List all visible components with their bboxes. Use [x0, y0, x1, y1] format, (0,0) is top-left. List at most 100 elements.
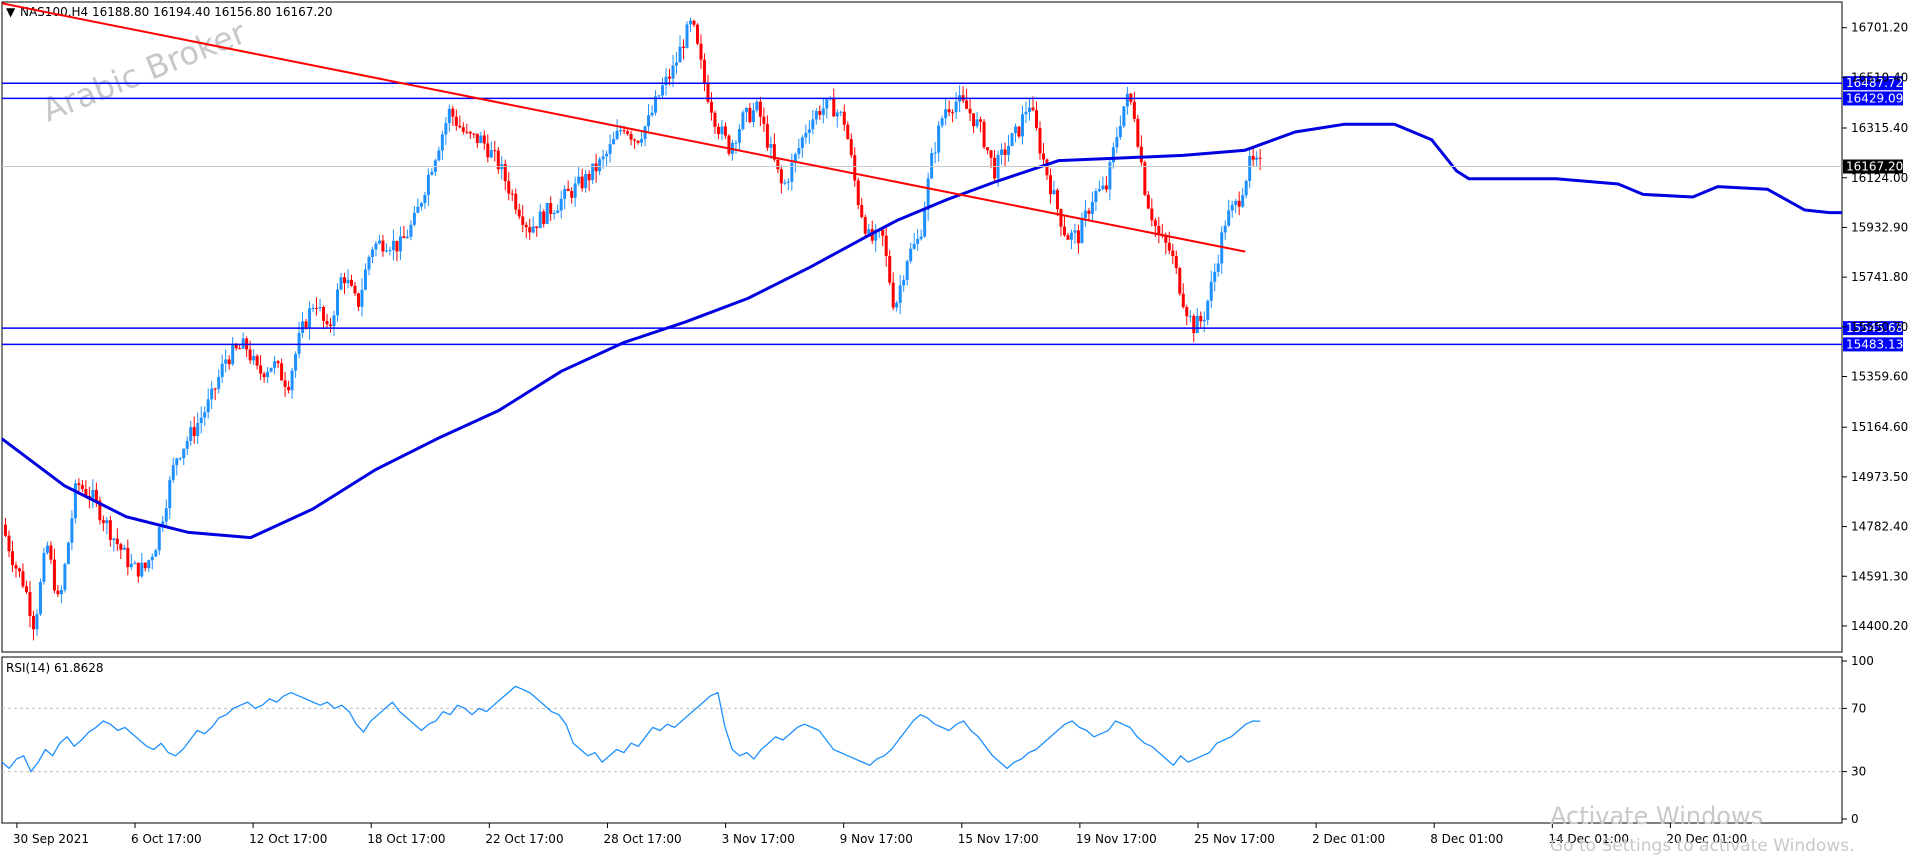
candle-body: [24, 586, 28, 593]
candle-body: [381, 240, 385, 252]
candle-body: [1101, 185, 1105, 190]
candle-body: [951, 112, 955, 114]
y-tick-label: 14400.20: [1851, 619, 1908, 633]
candle-body: [52, 559, 56, 591]
candle-body: [1258, 157, 1262, 159]
candle-body: [1251, 156, 1255, 160]
candle-body: [269, 367, 273, 372]
candle-body: [147, 560, 151, 569]
candle-body: [479, 135, 483, 143]
candle-body: [42, 552, 46, 582]
candle-body: [772, 144, 776, 160]
candle-body: [755, 101, 759, 111]
candle-body: [580, 176, 584, 189]
candle-body: [640, 139, 644, 143]
candle-body: [874, 229, 878, 241]
candle-body: [989, 150, 993, 158]
candle-body: [402, 236, 406, 239]
candle-body: [329, 324, 333, 327]
candle-body: [552, 212, 556, 214]
candle-body: [1122, 106, 1126, 127]
candle-body: [119, 544, 123, 550]
y-tick-label: 15164.60: [1851, 420, 1908, 434]
candle-body: [395, 240, 399, 252]
candle-body: [493, 150, 497, 152]
candle-body: [1118, 126, 1122, 138]
candle-body: [605, 153, 609, 157]
activate-windows-subtitle: Go to Settings to activate Windows.: [1550, 836, 1855, 856]
candle-body: [423, 194, 427, 204]
rsi-tick-label: 30: [1851, 765, 1866, 779]
candle-body: [346, 279, 350, 284]
candle-body: [846, 124, 850, 140]
candle-body: [164, 508, 168, 522]
candle-body: [182, 448, 186, 459]
candle-body: [255, 356, 259, 366]
candle-body: [668, 76, 672, 79]
x-tick-label: 9 Nov 17:00: [840, 832, 913, 846]
candle-body: [842, 111, 846, 125]
candle-body: [930, 153, 934, 179]
candle-body: [273, 361, 277, 368]
last-price-label: 16167.20: [1846, 160, 1903, 174]
candle-body: [98, 500, 102, 521]
x-tick-label: 6 Oct 17:00: [131, 832, 202, 846]
candle-body: [315, 307, 319, 309]
level-label: 15545.68: [1846, 321, 1903, 335]
y-tick-label: 16124.00: [1851, 171, 1908, 185]
candle-body: [884, 235, 888, 257]
candle-body: [115, 538, 119, 545]
candle-body: [734, 142, 738, 144]
candle-body: [356, 293, 360, 307]
candle-body: [220, 363, 224, 377]
candle-body: [175, 458, 179, 466]
candle-body: [192, 427, 196, 437]
candle-body: [814, 111, 818, 120]
y-tick-label: 16510.40: [1851, 70, 1908, 84]
candle-body: [1237, 200, 1241, 207]
candle-body: [447, 108, 451, 124]
level-label-box: [1843, 321, 1903, 336]
candle-body: [451, 108, 455, 117]
candle-body: [77, 483, 81, 486]
candle-body: [161, 521, 165, 528]
candle-body: [1062, 226, 1066, 236]
trendline[interactable]: [1, 2, 1246, 253]
header-arrow-icon[interactable]: ▼: [6, 5, 16, 19]
candle-body: [1024, 111, 1028, 115]
candle-body: [489, 150, 493, 158]
candle-body: [675, 62, 679, 66]
candle-body: [856, 180, 860, 206]
candle-body: [723, 126, 727, 136]
candle-body: [916, 238, 920, 244]
candle-body: [168, 479, 172, 509]
y-tick-label: 15550.70: [1851, 320, 1908, 334]
candle-body: [280, 363, 284, 381]
candle-body: [1034, 110, 1038, 129]
candle-body: [283, 380, 287, 387]
candle-body: [213, 388, 217, 390]
candle-body: [1115, 137, 1119, 148]
candle-body: [584, 173, 588, 189]
candle-body: [112, 538, 116, 540]
candle-body: [881, 229, 885, 236]
rsi-tick-label: 70: [1851, 701, 1866, 715]
candle-body: [31, 615, 35, 630]
candle-body: [909, 248, 913, 262]
candle-body: [199, 417, 203, 424]
candle-body: [259, 365, 263, 374]
candle-body: [14, 565, 18, 569]
candle-body: [227, 359, 231, 365]
candle-body: [308, 308, 312, 329]
candle-body: [1017, 126, 1021, 137]
candle-body: [322, 306, 326, 321]
candle-body: [716, 126, 720, 135]
candle-body: [786, 181, 790, 183]
candle-body: [678, 46, 682, 63]
x-tick-label: 30 Sep 2021: [13, 832, 89, 846]
candle-body: [1052, 190, 1056, 195]
candle-body: [835, 112, 839, 117]
candle-body: [535, 226, 539, 229]
candle-body: [140, 562, 144, 577]
